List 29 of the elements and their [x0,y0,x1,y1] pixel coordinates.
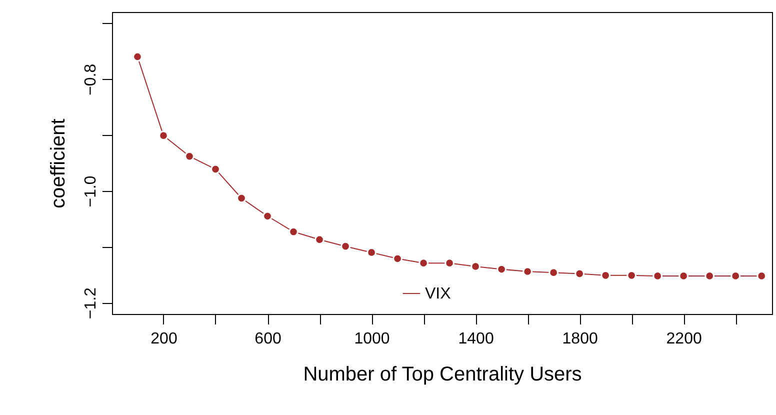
point [340,241,350,252]
point [678,271,689,281]
point [574,268,584,279]
x-axis-title: Number of Top Centrality Users [303,364,582,386]
point [132,52,142,62]
point [704,271,715,281]
point [522,266,532,276]
x-tick-label: 600 [254,330,282,348]
point [366,248,376,258]
point [496,264,506,274]
point [470,262,480,272]
point [288,226,298,237]
point [210,164,220,174]
x-tick-label: 1800 [562,330,598,348]
y-tick-label: −1.2 [82,287,100,320]
point [262,211,272,222]
x-tick-label: 200 [150,330,178,348]
point [236,193,246,204]
point [392,254,402,264]
point [730,271,741,281]
y-tick-label: −1.0 [82,176,100,208]
point [184,151,194,162]
x-tick-label: 1400 [458,330,494,348]
x-tick-label: 2200 [666,330,702,348]
legend-label: VIX [425,286,452,302]
y-axis-title: coefficient [48,118,70,208]
x-tick-label: 1000 [354,330,390,348]
y-tick-label: −0.8 [82,64,100,96]
point [652,271,663,281]
